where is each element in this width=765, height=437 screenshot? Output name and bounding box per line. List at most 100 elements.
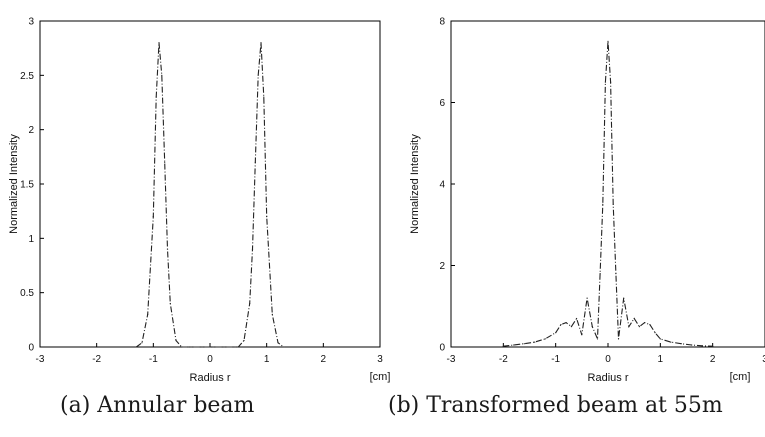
data-point xyxy=(141,342,143,344)
y-axis-label: Normalized Intensity xyxy=(409,134,421,234)
data-point xyxy=(691,344,693,346)
x-tick-label: -3 xyxy=(447,354,456,365)
data-point xyxy=(599,273,601,275)
data-point xyxy=(565,322,567,324)
data-point xyxy=(161,74,163,76)
data-point xyxy=(283,346,285,348)
caption-b: (b) Transformed beam at 55m xyxy=(388,393,723,418)
series-line xyxy=(503,41,713,347)
x-tick-label: 0 xyxy=(207,354,213,365)
data-point xyxy=(586,297,588,299)
data-point xyxy=(628,326,630,328)
data-point xyxy=(152,216,154,218)
y-tick-label: 0 xyxy=(28,343,34,354)
y-tick-label: 1.5 xyxy=(20,180,34,191)
data-point xyxy=(633,317,635,320)
panel-a: 0 0.5 1 1.5 2 2.5 3 -3 -2 -1 0 1 2 3 Radius r Normalize… xyxy=(8,17,390,385)
x-tick-label: 3 xyxy=(762,354,765,365)
data-point xyxy=(591,326,593,328)
data-point xyxy=(166,248,169,250)
data-point xyxy=(570,326,573,328)
x-unit-label: [cm] xyxy=(370,371,391,383)
data-point xyxy=(623,297,625,299)
data-point xyxy=(254,161,256,163)
y-tick-label: 0 xyxy=(439,343,445,354)
data-point xyxy=(260,42,262,44)
plot-frame xyxy=(39,20,381,348)
data-point xyxy=(712,345,714,347)
y-tick-label: 0.5 xyxy=(20,288,34,299)
data-point xyxy=(654,332,656,334)
data-point xyxy=(612,203,614,205)
y-tick-label: 4 xyxy=(439,180,445,191)
x-tick-label: 2 xyxy=(710,354,716,365)
y-tick-label: 8 xyxy=(439,17,445,28)
data-point xyxy=(615,273,617,275)
data-point xyxy=(169,302,171,305)
y-tick-label: 2 xyxy=(439,261,445,272)
data-point xyxy=(263,96,265,98)
data-point xyxy=(581,334,583,336)
data-point xyxy=(604,81,607,83)
x-tick-label: -1 xyxy=(149,354,158,365)
x-tick-label: 0 xyxy=(605,354,611,365)
data-point xyxy=(610,81,612,83)
y-axis-label: Normalized Intensity xyxy=(8,134,20,234)
data-point xyxy=(670,341,672,343)
x-tick-label: -2 xyxy=(92,354,101,365)
data-point xyxy=(155,96,157,98)
data-point xyxy=(147,313,149,315)
data-point xyxy=(596,338,599,340)
data-point xyxy=(523,343,525,345)
caption-a: (a) Annular beam xyxy=(60,393,255,418)
data-point xyxy=(513,344,515,346)
x-tick-label: 3 xyxy=(377,354,383,365)
data-point xyxy=(544,338,546,340)
data-point xyxy=(644,322,646,324)
x-axis-label: Radius r xyxy=(190,372,231,384)
data-point xyxy=(680,343,682,345)
data-point xyxy=(266,216,268,218)
data-point xyxy=(649,324,651,326)
x-tick-label: 2 xyxy=(321,354,327,365)
data-point xyxy=(607,40,609,43)
data-point xyxy=(232,346,234,348)
data-point xyxy=(181,346,183,348)
data-point xyxy=(502,345,504,347)
data-point xyxy=(251,248,254,250)
x-tick-label: -3 xyxy=(36,354,45,365)
data-point xyxy=(243,339,245,342)
x-tick-label: 1 xyxy=(658,354,664,365)
data-point xyxy=(249,302,251,305)
data-point xyxy=(135,346,137,348)
x-unit-label: [cm] xyxy=(730,371,751,383)
plot-frame xyxy=(450,20,765,348)
data-point xyxy=(701,345,703,347)
series-line xyxy=(135,42,285,348)
data-point xyxy=(576,317,578,320)
data-point xyxy=(186,346,188,348)
y-tick-label: 6 xyxy=(439,98,445,109)
panel-b: 0 2 4 6 8 -3 -2 -1 0 1 2 3 Radius r Normalized Intens… xyxy=(409,17,765,384)
x-tick-label: -2 xyxy=(499,354,508,365)
data-point xyxy=(237,346,239,348)
data-point xyxy=(534,341,536,343)
data-point xyxy=(175,339,177,342)
data-point xyxy=(602,203,604,205)
y-tick-label: 3 xyxy=(28,17,34,28)
y-tick-label: 2.5 xyxy=(20,71,34,82)
y-tick-label: 1 xyxy=(28,234,34,245)
data-point xyxy=(271,313,273,315)
x-tick-label: -1 xyxy=(551,354,560,365)
data-point xyxy=(560,324,562,326)
data-point xyxy=(164,161,166,163)
y-tick-label: 2 xyxy=(28,125,34,136)
data-point xyxy=(257,74,259,76)
data-point xyxy=(638,326,641,328)
data-point xyxy=(158,42,160,44)
data-point xyxy=(277,342,279,344)
x-tick-label: 1 xyxy=(264,354,270,365)
data-point xyxy=(659,338,661,340)
data-point xyxy=(617,338,620,340)
data-point xyxy=(555,332,557,334)
